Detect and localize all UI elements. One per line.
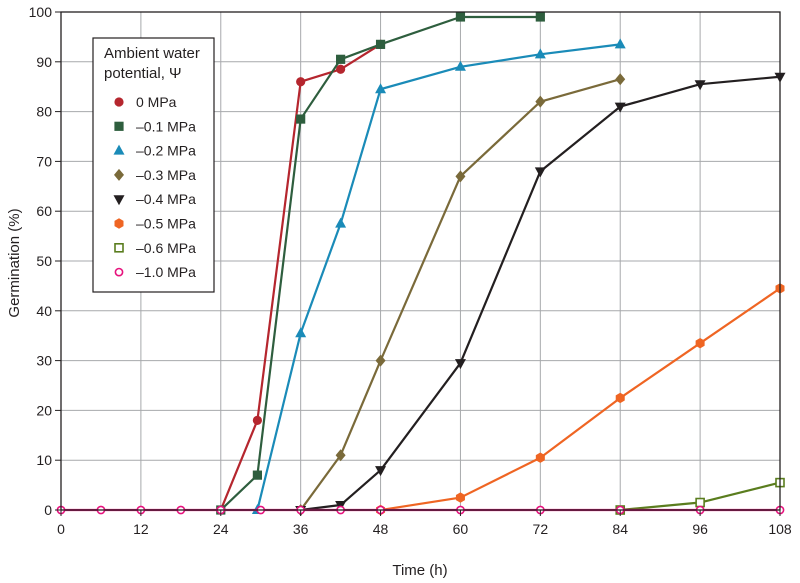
legend-label-1-0: –1.0 MPa <box>136 264 196 280</box>
y-tick-label: 10 <box>36 452 52 468</box>
data-point-0-5 <box>615 392 625 404</box>
legend-label-0-6: –0.6 MPa <box>136 240 196 256</box>
y-tick-label: 90 <box>36 54 52 70</box>
y-tick-label: 100 <box>29 4 53 20</box>
data-point-0-1 <box>535 12 545 22</box>
x-tick-label: 24 <box>213 521 229 537</box>
data-point-0 <box>296 77 306 87</box>
series-0-2 <box>251 38 626 514</box>
x-tick-label: 96 <box>692 521 708 537</box>
legend-title-line1: Ambient water <box>104 45 200 62</box>
data-point-0-3 <box>375 354 386 367</box>
legend-label-0-1: –0.1 MPa <box>136 118 196 134</box>
data-point-0 <box>252 415 262 425</box>
data-point-0-2 <box>335 217 347 228</box>
data-point-0 <box>336 64 346 74</box>
y-axis-title: Germination (%) <box>6 208 23 317</box>
legend-box <box>92 37 215 293</box>
data-point-0-1 <box>375 39 386 49</box>
x-tick-label: 108 <box>768 521 792 537</box>
x-tick-label: 36 <box>293 521 309 537</box>
legend-label-0: 0 MPa <box>136 94 177 110</box>
x-axis-title: Time (h) <box>392 562 447 579</box>
legend-label-0-5: –0.5 MPa <box>136 216 196 232</box>
legend-marker-1-0 <box>114 267 124 277</box>
data-point-0-6 <box>695 497 705 508</box>
data-point-0-2 <box>614 38 626 49</box>
data-point-0-5 <box>535 452 545 463</box>
data-point-0-1 <box>455 12 466 22</box>
data-point-0-3 <box>535 95 546 108</box>
legend-marker-0-5 <box>114 218 124 229</box>
series-line-0-2 <box>256 43 621 511</box>
y-tick-label: 20 <box>36 402 52 418</box>
data-point-0-2 <box>534 48 546 59</box>
series-line-0-4 <box>300 75 781 512</box>
series-line-0-3 <box>299 78 621 511</box>
data-point-0-2 <box>375 83 387 94</box>
legend: Ambient water potential, Ψ 0 MPa –0.1 MPa… <box>92 37 215 293</box>
data-point-0-4 <box>454 359 466 370</box>
data-point-0-1 <box>336 54 346 64</box>
data-point-0-2 <box>295 327 307 338</box>
data-point-0-3 <box>615 73 626 86</box>
x-tick-label: 48 <box>373 521 389 537</box>
data-point-0-4 <box>375 466 387 477</box>
series-0-5 <box>376 283 785 516</box>
axis-ticks: 0 10 20 30 40 50 60 70 80 90 100 0 12 24 36 48 60 72 84 96 1… <box>29 4 792 537</box>
series-line-0-5 <box>380 287 781 512</box>
data-point-0-4 <box>694 80 706 91</box>
legend-marker-0-3 <box>114 168 124 181</box>
legend-label-0-3: –0.3 MPa <box>136 167 196 183</box>
data-point-0-3 <box>335 449 346 462</box>
data-point-0-3 <box>455 170 466 183</box>
x-tick-label: 0 <box>57 521 65 537</box>
data-point-0-2 <box>454 60 466 71</box>
legend-title-line2: potential, Ψ <box>104 65 182 82</box>
x-tick-label: 84 <box>612 521 628 537</box>
data-point-0-5 <box>695 337 705 349</box>
y-tick-label: 0 <box>44 502 52 518</box>
data-point-0-5 <box>455 492 465 503</box>
data-point-0-4 <box>534 167 546 178</box>
x-tick-label: 72 <box>533 521 549 537</box>
data-point-0-1 <box>252 470 262 480</box>
y-tick-label: 40 <box>36 303 52 319</box>
legend-label-0-4: –0.4 MPa <box>136 191 196 207</box>
legend-items: 0 MPa –0.1 MPa –0.2 MPa –0.3 MPa –0.4 MPa –0.… <box>113 94 196 280</box>
data-point-0-4 <box>614 102 626 113</box>
legend-marker-0 <box>114 97 124 107</box>
legend-label-0-2: –0.2 MPa <box>136 143 196 159</box>
y-tick-label: 60 <box>36 203 52 219</box>
data-point-0-1 <box>296 114 306 124</box>
legend-marker-0-2 <box>113 144 125 155</box>
legend-marker-0-4 <box>113 195 125 206</box>
y-tick-label: 70 <box>36 153 52 169</box>
y-tick-label: 30 <box>36 353 52 369</box>
y-tick-label: 50 <box>36 253 52 269</box>
y-tick-label: 80 <box>36 104 52 120</box>
legend-marker-0-6 <box>114 243 124 253</box>
legend-marker-0-1 <box>114 121 124 131</box>
x-tick-label: 12 <box>133 521 149 537</box>
x-tick-label: 60 <box>453 521 469 537</box>
